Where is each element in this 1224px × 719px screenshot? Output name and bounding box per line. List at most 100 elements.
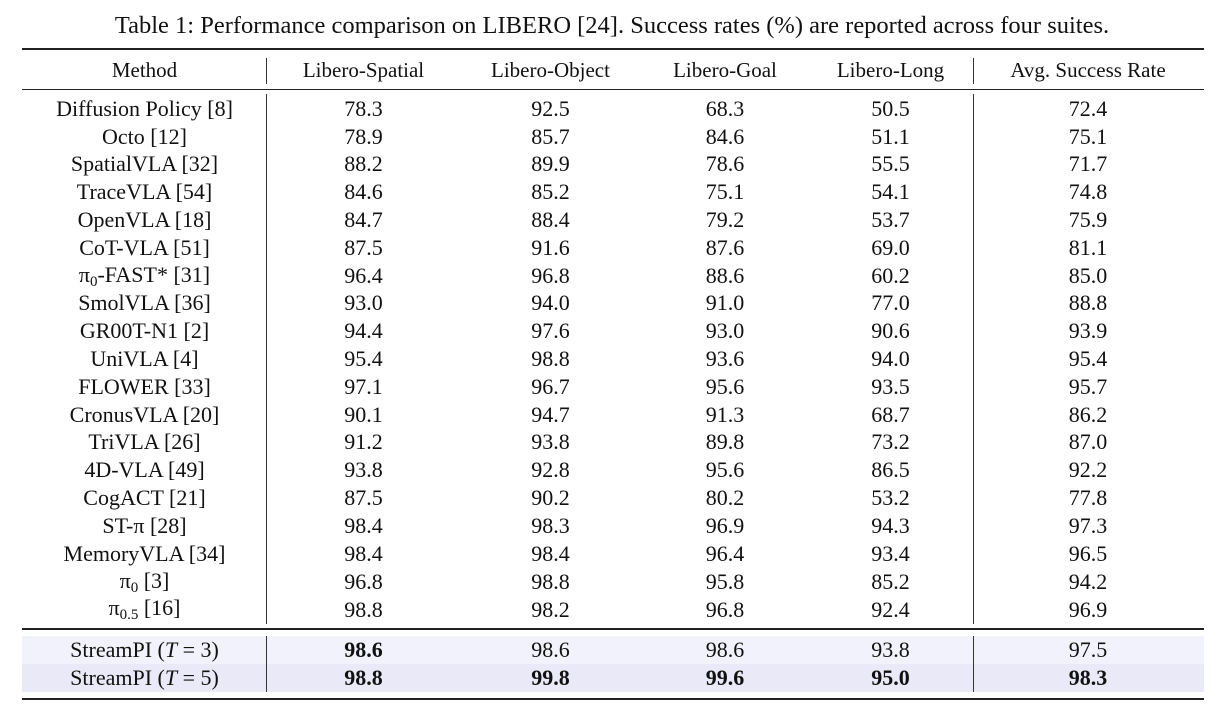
cell-method: MemoryVLA [34] (63, 540, 226, 566)
cell-libero-goal: 95.6 (705, 373, 745, 399)
cell-libero-spatial: 84.6 (344, 179, 383, 205)
cell-libero-long: 55.5 (871, 151, 910, 177)
cell-libero-object: 93.8 (531, 429, 570, 455)
cell-libero-object: 96.7 (531, 373, 570, 399)
cell-method: StreamPI (T = 5) (70, 665, 219, 690)
ours-divider-right (973, 636, 974, 692)
cell-libero-goal: 93.6 (705, 346, 745, 372)
cell-libero-goal: 93.0 (705, 318, 745, 344)
cell-libero-spatial: 98.8 (344, 665, 383, 690)
cell-avg-success-rate: 75.9 (1068, 207, 1108, 233)
cell-libero-object: 98.8 (531, 346, 570, 372)
cell-libero-object: 91.6 (531, 234, 570, 260)
cell-avg-success-rate: 94.2 (1068, 569, 1108, 595)
header-divider-left (266, 58, 267, 84)
cell-libero-long: 53.7 (871, 207, 910, 233)
cell-libero-long: 50.5 (871, 95, 910, 121)
cell-method: π0 [3] (119, 567, 170, 596)
cell-libero-spatial: 93.8 (344, 457, 383, 483)
cell-libero-long: 53.2 (871, 485, 910, 511)
cell-libero-long: 95.0 (871, 665, 910, 690)
table-row: ST-π [28] 98.4 98.3 96.9 94.3 97.3 (22, 512, 1204, 540)
cell-libero-object: 96.8 (531, 263, 570, 289)
cell-avg-success-rate: 88.8 (1068, 290, 1108, 316)
cell-libero-goal: 96.4 (705, 540, 745, 566)
table-caption: Table 1: Performance comparison on LIBER… (114, 12, 1110, 39)
table-row: MemoryVLA [34] 98.4 98.4 96.4 93.4 96.5 (22, 540, 1204, 568)
table-row: π0 [3] 96.8 98.8 95.8 85.2 94.2 (22, 568, 1204, 596)
bottom-rule (22, 698, 1204, 700)
ours-divider-left (266, 636, 267, 692)
cell-avg-success-rate: 77.8 (1068, 485, 1108, 511)
cell-method: SmolVLA [36] (78, 290, 211, 316)
cell-libero-object: 88.4 (531, 207, 570, 233)
header-divider-right (973, 58, 974, 84)
table-row: OpenVLA [18] 84.7 88.4 79.2 53.7 75.9 (22, 206, 1204, 234)
cell-libero-goal: 98.6 (705, 637, 745, 662)
cell-libero-long: 51.1 (871, 123, 910, 149)
cell-avg-success-rate: 75.1 (1068, 123, 1108, 149)
cell-libero-spatial: 97.1 (344, 373, 383, 399)
header-avg-success-rate: Avg. Success Rate (1010, 57, 1166, 82)
cell-libero-object: 98.2 (531, 596, 570, 622)
cell-libero-long: 93.5 (871, 373, 910, 399)
cell-libero-goal: 79.2 (705, 207, 745, 233)
table-row: 4D-VLA [49] 93.8 92.8 95.6 86.5 92.2 (22, 456, 1204, 484)
cell-libero-spatial: 78.3 (344, 95, 383, 121)
cell-libero-object: 85.2 (531, 179, 570, 205)
cell-avg-success-rate: 74.8 (1068, 179, 1108, 205)
table-row: SpatialVLA [32] 88.2 89.9 78.6 55.5 71.7 (22, 151, 1204, 179)
cell-libero-long: 93.8 (871, 637, 910, 662)
cell-libero-spatial: 94.4 (344, 318, 383, 344)
cell-libero-goal: 96.9 (705, 512, 745, 538)
header-libero-object: Libero-Object (491, 57, 610, 82)
cell-libero-long: 54.1 (871, 179, 910, 205)
cell-avg-success-rate: 87.0 (1068, 429, 1108, 455)
cell-method: SpatialVLA [32] (70, 151, 219, 177)
cell-libero-spatial: 87.5 (344, 485, 383, 511)
cell-libero-spatial: 98.8 (344, 596, 383, 622)
cell-libero-goal: 96.8 (705, 596, 745, 622)
header-libero-long: Libero-Long (836, 57, 945, 82)
header-method: Method (111, 57, 178, 82)
cell-method: CronusVLA [20] (69, 401, 220, 427)
cell-libero-goal: 68.3 (705, 95, 745, 121)
table-row: π0.5 [16] 98.8 98.2 96.8 92.4 96.9 (22, 595, 1204, 623)
cell-libero-goal: 80.2 (705, 485, 745, 511)
cell-method: ST-π [28] (102, 512, 187, 538)
cell-libero-goal: 99.6 (705, 665, 745, 690)
cell-avg-success-rate: 98.3 (1068, 665, 1108, 690)
cell-libero-object: 90.2 (531, 485, 570, 511)
cell-libero-long: 60.2 (871, 263, 910, 289)
cell-libero-long: 94.3 (871, 512, 910, 538)
cell-libero-spatial: 87.5 (344, 234, 383, 260)
top-rule (22, 48, 1204, 50)
cell-libero-object: 92.8 (531, 457, 570, 483)
cell-avg-success-rate: 86.2 (1068, 401, 1108, 427)
cell-libero-object: 98.6 (531, 637, 570, 662)
cell-libero-goal: 95.6 (705, 457, 745, 483)
cell-libero-object: 97.6 (531, 318, 570, 344)
cell-libero-goal: 95.8 (705, 569, 745, 595)
cell-libero-long: 90.6 (871, 318, 910, 344)
cell-method: CogACT [21] (83, 485, 206, 511)
cell-libero-long: 85.2 (871, 569, 910, 595)
cell-libero-object: 89.9 (531, 151, 570, 177)
cell-libero-goal: 75.1 (705, 179, 745, 205)
header-rule (22, 89, 1204, 90)
cell-libero-spatial: 95.4 (344, 346, 383, 372)
table-row: CoT-VLA [51] 87.5 91.6 87.6 69.0 81.1 (22, 234, 1204, 262)
cell-libero-spatial: 98.6 (344, 637, 383, 662)
cell-libero-object: 94.0 (531, 290, 570, 316)
cell-avg-success-rate: 96.9 (1068, 596, 1108, 622)
body-divider-right (973, 94, 974, 624)
cell-libero-goal: 88.6 (705, 263, 745, 289)
table-header: Method Libero-Spatial Libero-Object Libe… (22, 55, 1204, 85)
cell-method: Diffusion Policy [8] (56, 95, 233, 121)
cell-libero-spatial: 84.7 (344, 207, 383, 233)
cell-libero-goal: 89.8 (705, 429, 745, 455)
cell-libero-spatial: 90.1 (344, 401, 383, 427)
table-row: FLOWER [33] 97.1 96.7 95.6 93.5 95.7 (22, 373, 1204, 401)
cell-method: UniVLA [4] (90, 346, 199, 372)
cell-avg-success-rate: 81.1 (1068, 234, 1108, 260)
